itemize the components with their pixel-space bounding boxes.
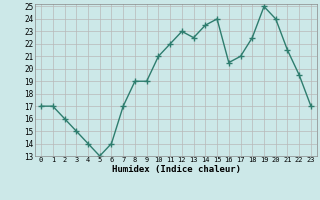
X-axis label: Humidex (Indice chaleur): Humidex (Indice chaleur) — [111, 165, 241, 174]
